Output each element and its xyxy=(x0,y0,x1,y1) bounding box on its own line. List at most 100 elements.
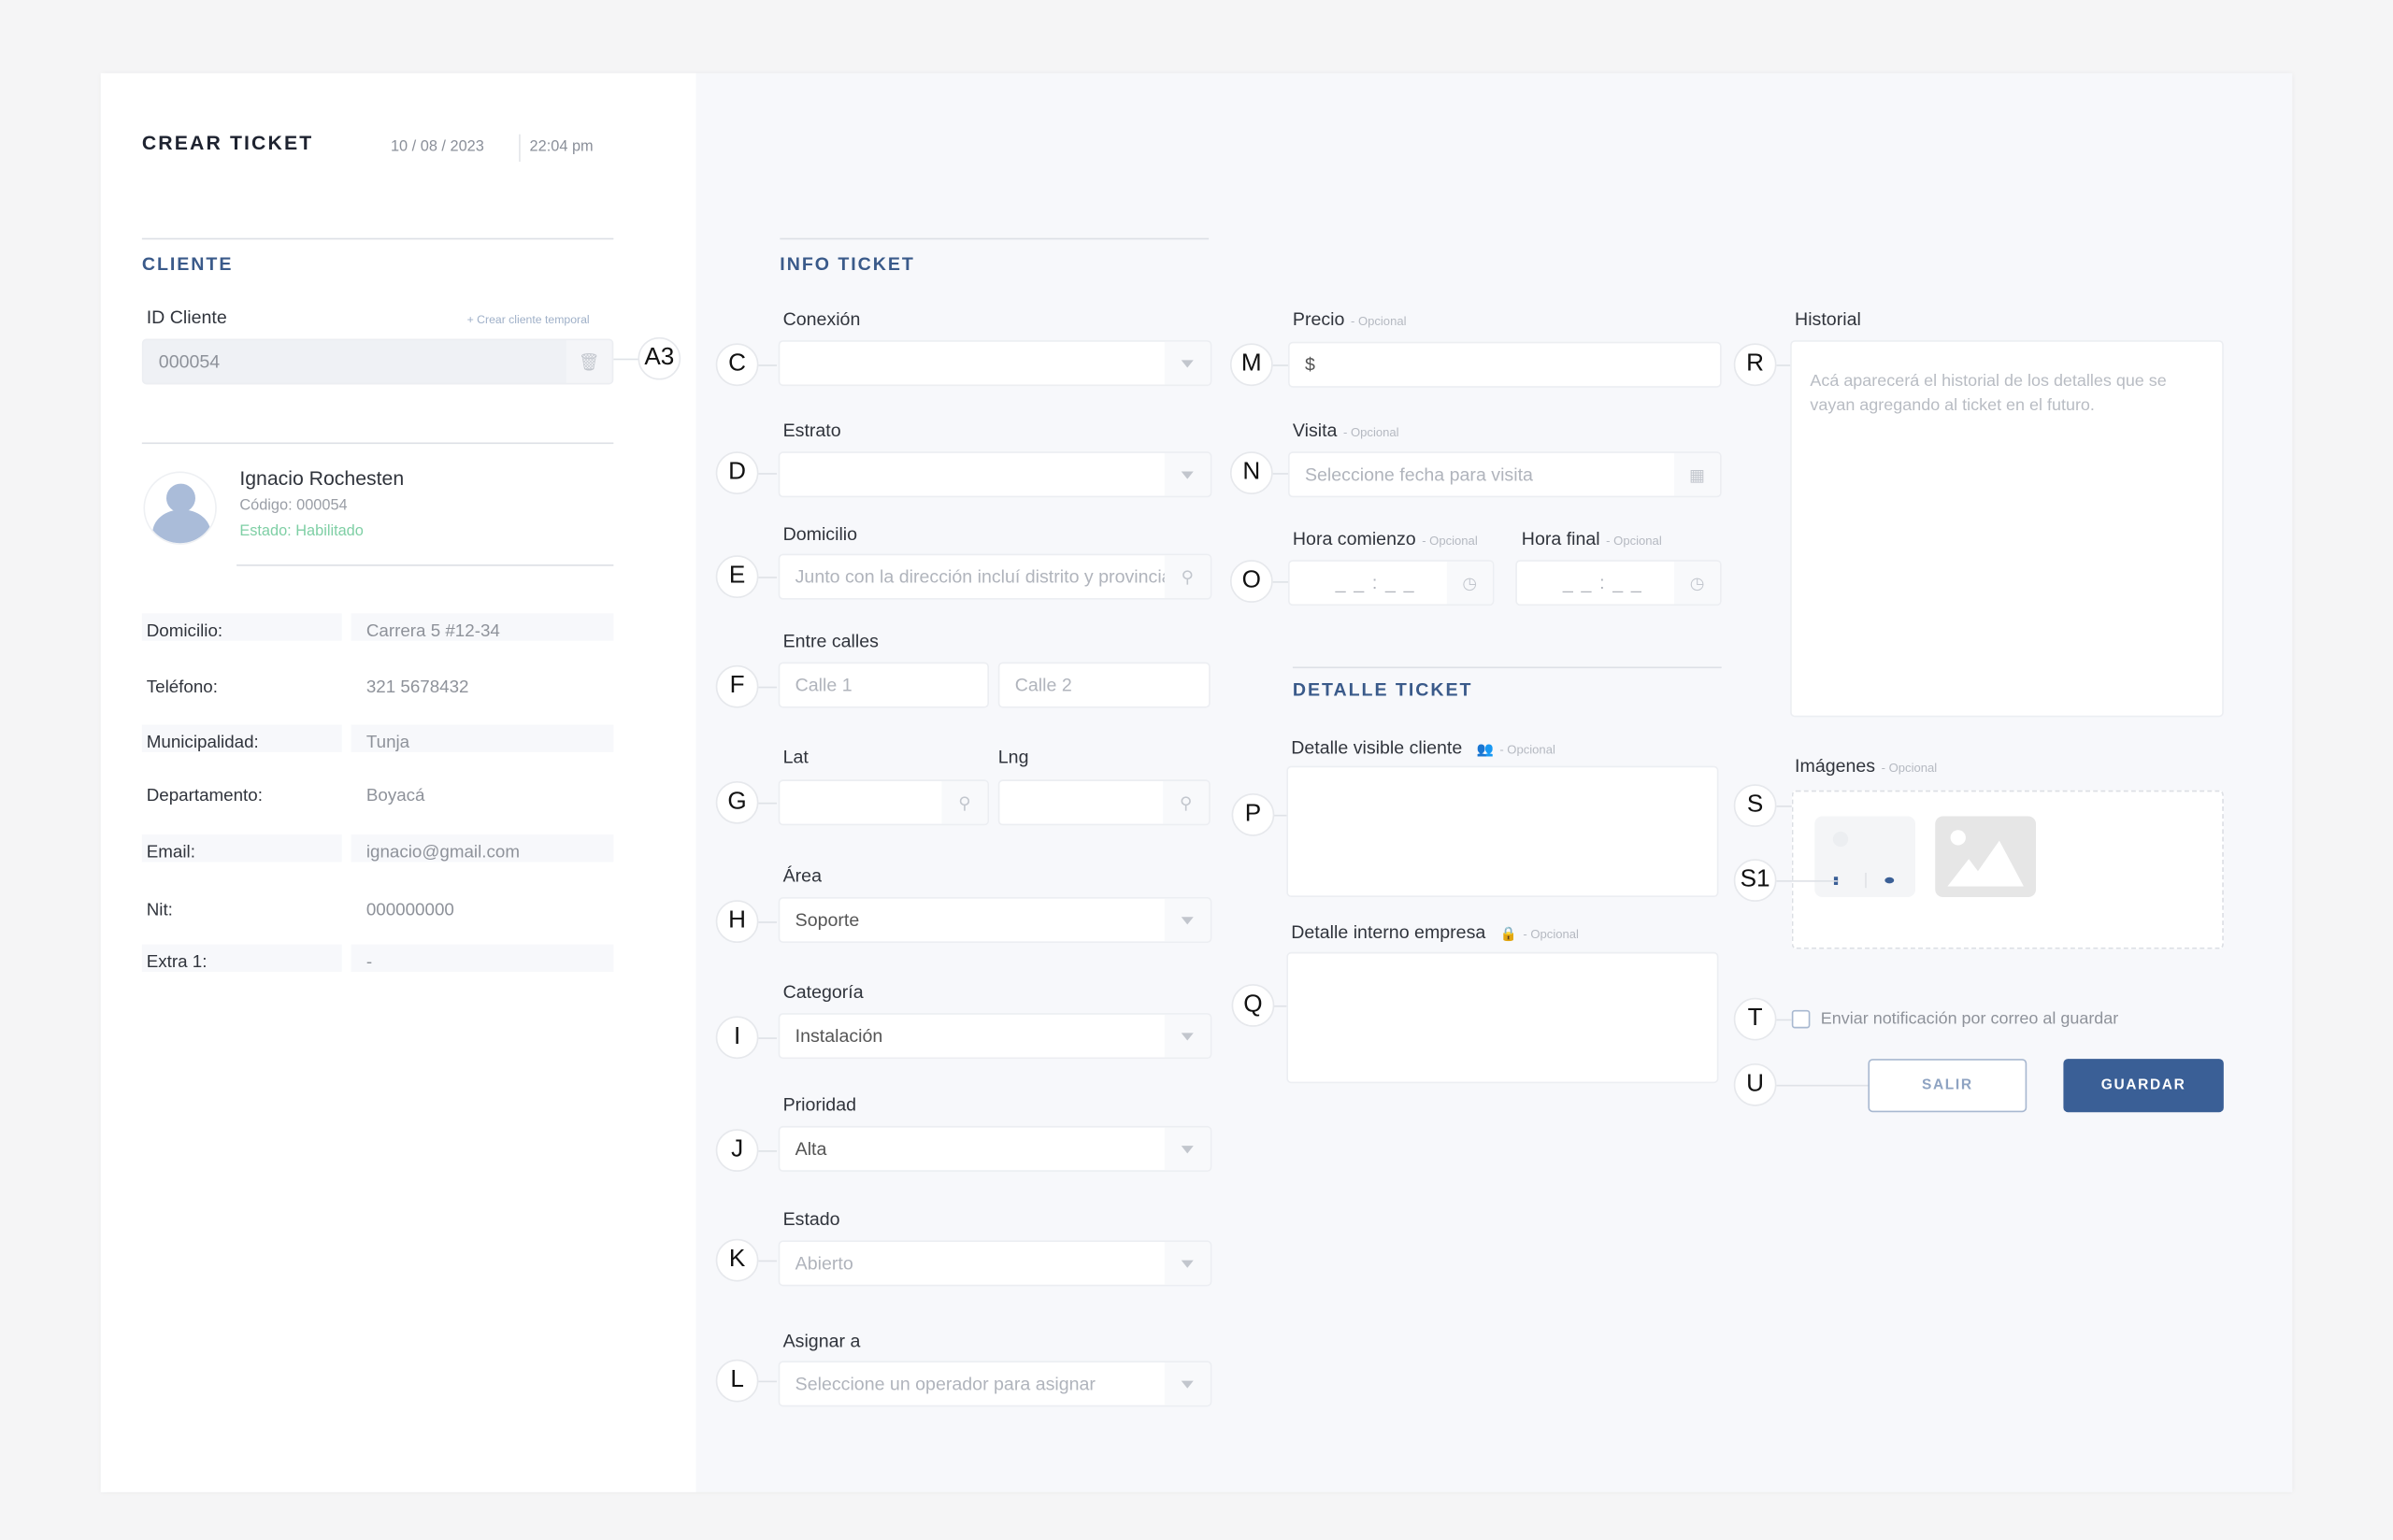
marker-e: E xyxy=(715,555,759,599)
marker-i: I xyxy=(715,1016,759,1060)
area-select-text: Soporte xyxy=(795,909,860,931)
date-picker-button[interactable]: ▦ xyxy=(1674,452,1721,496)
image-thumbnail[interactable]: ▮ xyxy=(1814,816,1916,898)
notify-checkbox[interactable] xyxy=(1791,1009,1811,1029)
client-row-value: Boyacá xyxy=(365,787,425,806)
dropdown-toggle[interactable] xyxy=(1164,898,1211,942)
client-row-label-cell: Email: xyxy=(141,834,342,863)
hora-final-input-text: _ _ : _ _ xyxy=(1562,572,1643,594)
entre-calles-label: Entre calles xyxy=(782,630,879,652)
dropdown-toggle[interactable] xyxy=(1164,1127,1211,1171)
ticket-time: 22:04 pm xyxy=(529,138,594,156)
view-image-icon[interactable] xyxy=(1884,877,1895,884)
client-code: Código: 000054 xyxy=(239,497,348,515)
id-cliente-label: ID Cliente xyxy=(146,307,227,329)
add-image-button[interactable] xyxy=(1935,816,2037,898)
lat-input[interactable]: ⚲ xyxy=(778,779,989,826)
client-row-label: Email: xyxy=(146,843,195,863)
marker-connector xyxy=(1776,1084,1869,1087)
categoria-select[interactable]: Instalación xyxy=(778,1013,1212,1060)
prioridad-select-text: Alta xyxy=(795,1137,827,1160)
imagenes-label: Imágenes - Opcional xyxy=(1795,755,1938,777)
notify-label[interactable]: Enviar notificación por correo al guarda… xyxy=(1820,1009,2119,1029)
avatar-head-icon xyxy=(165,483,195,513)
section-detalle-ticket: DETALLE TICKET xyxy=(1292,678,1473,701)
calendar-icon: ▦ xyxy=(1689,465,1706,485)
dropdown-toggle[interactable] xyxy=(1164,1362,1211,1405)
estrato-select[interactable] xyxy=(778,451,1212,498)
marker-connector xyxy=(613,358,638,361)
image-icon xyxy=(1950,830,1966,846)
marker-connector xyxy=(1272,1005,1287,1007)
divider xyxy=(519,134,521,163)
chevron-down-icon xyxy=(1181,1032,1194,1040)
dropdown-toggle[interactable] xyxy=(1164,1242,1211,1285)
calle2-input[interactable]: Calle 2 xyxy=(997,662,1211,708)
dropdown-toggle[interactable] xyxy=(1164,341,1211,385)
client-row-value-cell: ignacio@gmail.com xyxy=(351,834,614,863)
precio-input[interactable]: $ xyxy=(1287,341,1722,388)
marker-connector xyxy=(1272,814,1287,817)
salir-button[interactable]: SALIR xyxy=(1868,1059,2028,1113)
client-row-value: 321 5678432 xyxy=(365,678,469,698)
marker-s: S xyxy=(1733,784,1777,827)
asignar-select[interactable]: Seleccione un operador para asignar xyxy=(778,1361,1212,1407)
precio-input-text: $ xyxy=(1304,353,1315,376)
avatar-body-icon xyxy=(152,509,211,544)
divider xyxy=(1292,666,1722,669)
estado-select[interactable]: Abierto xyxy=(778,1240,1212,1287)
time-picker-button[interactable]: ◷ xyxy=(1446,561,1493,605)
marker-connector xyxy=(758,686,778,689)
conexion-select[interactable] xyxy=(778,340,1212,387)
detalle-visible-textarea[interactable] xyxy=(1286,765,1719,898)
detalle-interno-textarea[interactable] xyxy=(1286,951,1719,1084)
guardar-button[interactable]: GUARDAR xyxy=(2063,1059,2224,1113)
domicilio-input[interactable]: Junto con la dirección incluí distrito y… xyxy=(778,553,1212,600)
hora-comienzo-input[interactable]: _ _ : _ _ ◷ xyxy=(1287,560,1495,606)
prioridad-select[interactable]: Alta xyxy=(778,1125,1212,1172)
mountain-icon xyxy=(1947,840,2024,887)
image-placeholder-icon xyxy=(1832,831,1849,848)
hora-final-input[interactable]: _ _ : _ _ ◷ xyxy=(1515,560,1722,606)
client-row-value-cell: Tunja xyxy=(351,724,614,752)
create-temp-client-link[interactable]: + Crear cliente temporal xyxy=(466,312,590,327)
calle1-input-text: Calle 1 xyxy=(795,674,853,696)
divider xyxy=(236,564,614,566)
id-cliente-input[interactable]: 000054 🗑 xyxy=(141,338,614,385)
client-status: Estado: Habilitado xyxy=(239,523,364,540)
lng-label: Lng xyxy=(997,746,1029,768)
domicilio-label: Domicilio xyxy=(782,523,858,545)
marker-connector xyxy=(1776,880,1838,882)
asignar-select-text: Seleccione un operador para asignar xyxy=(795,1373,1096,1395)
client-row-label-cell: Domicilio: xyxy=(141,613,342,641)
hora-comienzo-input-text: _ _ : _ _ xyxy=(1335,572,1416,594)
marker-connector xyxy=(1776,364,1791,366)
visita-label: Visita - Opcional xyxy=(1292,419,1399,441)
marker-t: T xyxy=(1733,997,1777,1041)
dropdown-toggle[interactable] xyxy=(1164,1014,1211,1058)
detalle-interno-label: Detalle interno empresa 🔒 - Opcional xyxy=(1291,921,1579,944)
lng-input[interactable]: ⚲ xyxy=(997,779,1211,826)
categoria-label: Categoría xyxy=(782,980,864,1003)
delete-client-button[interactable]: 🗑 xyxy=(566,340,612,383)
visita-date-input[interactable]: Seleccione fecha para visita ▦ xyxy=(1287,451,1722,498)
calle1-input[interactable]: Calle 1 xyxy=(778,662,989,708)
avatar xyxy=(143,471,217,545)
area-select[interactable]: Soporte xyxy=(778,897,1212,944)
pick-location-button[interactable]: ⚲ xyxy=(1163,780,1210,824)
dropdown-toggle[interactable] xyxy=(1164,452,1211,496)
marker-p: P xyxy=(1231,793,1275,836)
time-picker-button[interactable]: ◷ xyxy=(1674,561,1721,605)
search-button[interactable]: ⚲ xyxy=(1164,555,1211,599)
marker-n: N xyxy=(1229,451,1273,494)
client-row-label-cell: Departamento: xyxy=(142,778,342,806)
divider xyxy=(141,442,614,445)
client-row-label-cell: Extra 1: xyxy=(141,944,342,973)
chevron-down-icon xyxy=(1181,1259,1194,1267)
client-panel xyxy=(100,73,696,1492)
pick-location-button[interactable]: ⚲ xyxy=(941,780,988,824)
marker-k: K xyxy=(715,1238,759,1282)
clock-icon: ◷ xyxy=(1689,574,1705,593)
marker-connector xyxy=(758,921,778,923)
chevron-down-icon xyxy=(1181,1379,1194,1388)
